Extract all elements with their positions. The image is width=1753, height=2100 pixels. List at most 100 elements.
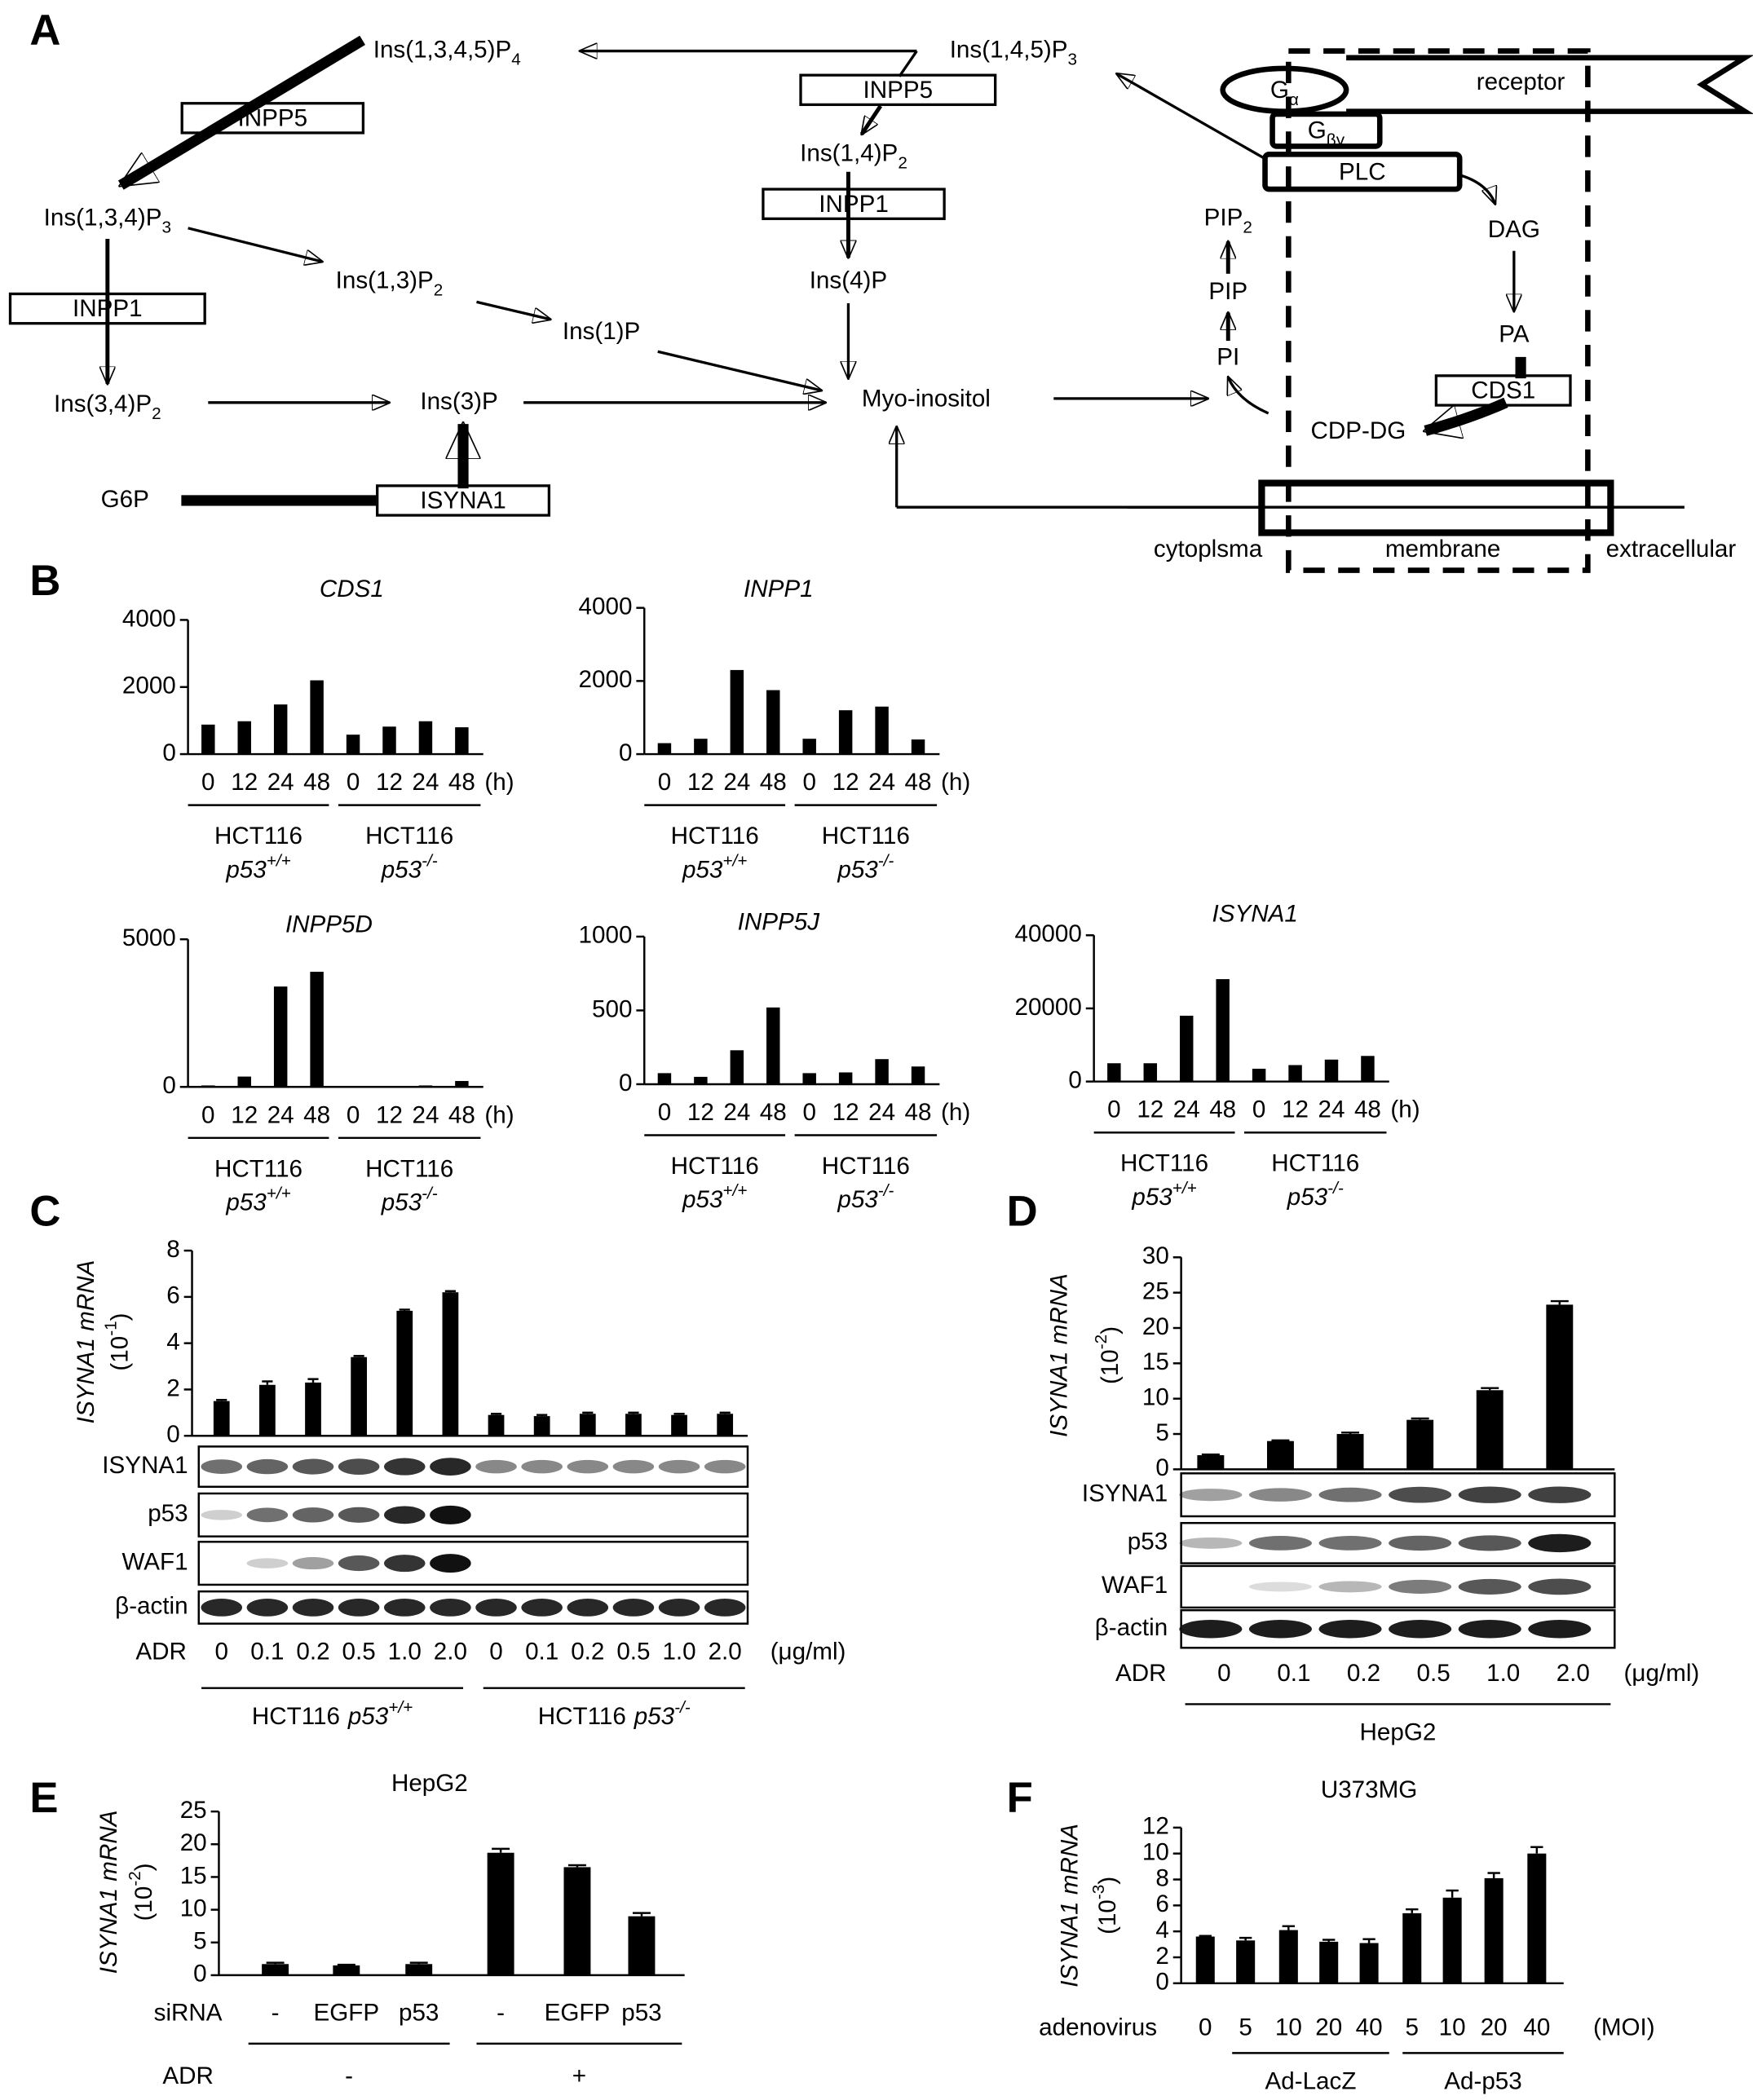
enzyme-label-part: INPP5 — [863, 77, 934, 104]
bar — [262, 1964, 289, 1975]
x-tick-label: 24 — [267, 1101, 294, 1128]
group-name: HCT116 — [214, 823, 302, 849]
node-label: Myo-inositol — [862, 385, 991, 412]
bar — [237, 1076, 251, 1088]
enzyme-box — [376, 484, 551, 517]
blot-band — [1318, 1536, 1382, 1551]
blot-band — [246, 1599, 289, 1617]
blot-band — [1248, 1488, 1312, 1502]
blot-band — [567, 1599, 609, 1617]
group-name: HCT116 p53-/- — [538, 1698, 691, 1730]
bar — [766, 690, 780, 755]
node-label-part: Ins(1,3,4)P — [44, 204, 162, 231]
node-label-part: 3 — [161, 218, 171, 236]
group-name-part: HepG2 — [1360, 1718, 1437, 1745]
x-tick-label: 12 — [376, 1101, 403, 1128]
bar — [838, 710, 853, 755]
x-tick-label: 24 — [1173, 1096, 1200, 1123]
node-label: PI — [1217, 343, 1239, 370]
panel-label: F — [1007, 1774, 1033, 1822]
node-label: Ins(3,4)P2 — [54, 390, 161, 423]
blot-band — [1458, 1578, 1521, 1595]
y-unit-part: ) — [130, 1863, 157, 1871]
blot-band — [292, 1507, 334, 1523]
node-label: G6P — [101, 486, 149, 513]
bar — [1107, 1063, 1121, 1082]
bar — [487, 1852, 514, 1975]
blot-band — [201, 1599, 243, 1617]
group-genotype-part: +/+ — [722, 851, 747, 870]
x-tick-label: 2.0 — [709, 1639, 742, 1665]
enzyme-label: ISYNA1 — [420, 487, 506, 514]
arrow — [476, 300, 550, 319]
y-unit: (10-2) — [1092, 1326, 1124, 1384]
group-genotype-part: p53 — [381, 1189, 422, 1215]
y-tick-label: 12 — [1142, 1813, 1169, 1840]
bar — [838, 1072, 853, 1084]
blot-label: p53 — [148, 1500, 188, 1527]
x-label: ADR — [135, 1639, 187, 1665]
blot-band — [338, 1507, 380, 1523]
x-tick-label: 40 — [1356, 2014, 1383, 2041]
node-label: DAG — [1488, 216, 1540, 243]
group-name: HCT116 — [214, 1155, 302, 1182]
bar — [694, 1076, 708, 1084]
y-unit-part: ) — [106, 1312, 133, 1321]
blot-band — [292, 1557, 334, 1570]
bar — [1527, 1853, 1547, 1983]
x-tick-label: 1.0 — [388, 1639, 422, 1665]
x-tick-label: 12 — [832, 1099, 859, 1126]
node-label: Ins(1,4)P2 — [800, 139, 907, 172]
group-name: HepG2 — [1360, 1718, 1437, 1745]
group-genotype-part: p53 — [1131, 1184, 1172, 1211]
x-tick-label: 24 — [412, 769, 439, 796]
x-tick-label: 48 — [303, 769, 330, 796]
x-tick-label: 0 — [201, 769, 214, 796]
panel-label: E — [29, 1774, 58, 1822]
group-name-part: HCT116 — [671, 823, 759, 849]
bar — [1361, 1056, 1375, 1082]
blot-box — [197, 1492, 749, 1538]
y-tick-label: 8 — [166, 1236, 179, 1263]
x-unit: (h) — [941, 1099, 970, 1126]
blot-band — [1389, 1620, 1452, 1639]
bar — [1336, 1434, 1364, 1470]
enzyme-box — [762, 188, 946, 220]
node-label-part: Ins(1)P — [563, 318, 640, 345]
x-tick-label: 0.2 — [296, 1639, 329, 1665]
x-tick-label: 48 — [760, 1099, 787, 1126]
node-label-part: PA — [1499, 320, 1530, 347]
blot-band — [430, 1554, 471, 1573]
y-unit-part: -1 — [101, 1321, 120, 1335]
bar — [875, 706, 889, 755]
y-tick-label: 20 — [1142, 1313, 1169, 1340]
y-tick-label: 2000 — [579, 666, 633, 693]
x-unit: (h) — [1390, 1096, 1420, 1123]
blot-band — [1528, 1533, 1592, 1553]
node-label-part: extracellular — [1606, 536, 1737, 562]
enzyme-label: INPP5 — [238, 104, 308, 131]
enzyme-box — [1434, 374, 1572, 407]
x-tick-label: 0 — [1107, 1096, 1120, 1123]
bar — [405, 1964, 433, 1975]
x-tick-label: 0 — [489, 1639, 502, 1665]
node-label-part: PI — [1217, 343, 1239, 370]
x-tick-label: 48 — [448, 1101, 475, 1128]
x-tick-label: 0.5 — [616, 1639, 650, 1665]
arrow — [898, 50, 918, 77]
blot-band — [384, 1555, 426, 1573]
enzyme-label-part: CDS1 — [1471, 377, 1535, 404]
group-name: HCT116 — [671, 1153, 759, 1180]
group-genotype: p53-/- — [381, 851, 438, 883]
arrow — [657, 350, 822, 390]
blot-band — [1248, 1536, 1312, 1551]
blot-band — [201, 1510, 243, 1520]
node-label: PA — [1499, 320, 1530, 347]
node-label-part: Ins(3)P — [420, 388, 497, 415]
chart-title: INPP1 — [744, 576, 814, 602]
bar — [1324, 1059, 1339, 1082]
group-name: - — [345, 2062, 353, 2089]
x-tick-label: 0.2 — [571, 1639, 604, 1665]
bar — [333, 1965, 360, 1975]
x-tick-label: 24 — [267, 769, 294, 796]
